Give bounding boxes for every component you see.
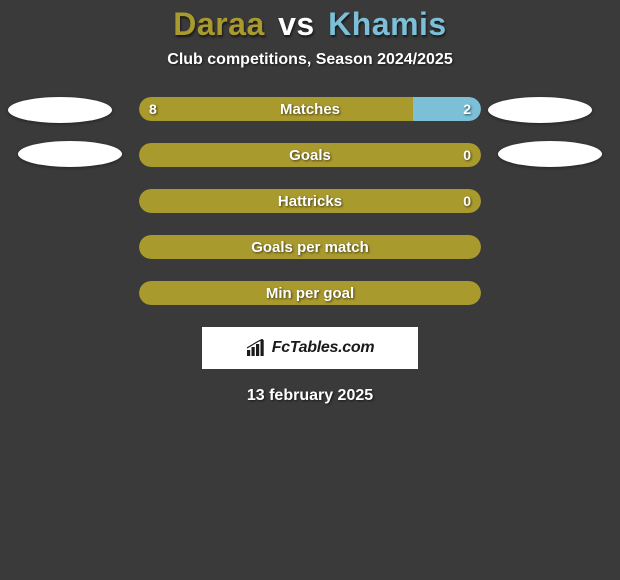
stat-row: Min per goal	[0, 281, 620, 305]
stat-bar: 0Hattricks	[139, 189, 481, 213]
stat-row: Goals per match	[0, 235, 620, 259]
date-text: 13 february 2025	[0, 387, 620, 405]
stat-bar: 82Matches	[139, 97, 481, 121]
stat-bar: Min per goal	[139, 281, 481, 305]
stat-value-right: 0	[463, 143, 471, 167]
stat-row: 0Hattricks	[0, 189, 620, 213]
bar-segment-full	[139, 189, 481, 213]
placeholder-ellipse-r1-left	[18, 141, 122, 167]
title-team-b: Khamis	[328, 6, 447, 42]
title-vs: vs	[278, 6, 315, 42]
stats-area: 82Matches0Goals0HattricksGoals per match…	[0, 97, 620, 305]
subtitle: Club competitions, Season 2024/2025	[0, 51, 620, 69]
placeholder-ellipse-r0-left	[8, 97, 112, 123]
stat-value-right: 0	[463, 189, 471, 213]
bar-chart-icon	[246, 339, 266, 357]
comparison-infographic: Daraa vs Khamis Club competitions, Seaso…	[0, 0, 620, 405]
brand-box[interactable]: FcTables.com	[202, 327, 418, 369]
stat-value-right: 2	[463, 97, 471, 121]
placeholder-ellipse-r0-right	[488, 97, 592, 123]
title-team-a: Daraa	[173, 6, 264, 42]
stat-bar: 0Goals	[139, 143, 481, 167]
placeholder-ellipse-r1-right	[498, 141, 602, 167]
bar-segment-left	[139, 97, 413, 121]
bar-segment-full	[139, 281, 481, 305]
stat-bar: Goals per match	[139, 235, 481, 259]
page-title: Daraa vs Khamis	[0, 6, 620, 43]
brand-text: FcTables.com	[272, 339, 375, 357]
bar-segment-full	[139, 143, 481, 167]
stat-value-left: 8	[149, 97, 157, 121]
bar-segment-full	[139, 235, 481, 259]
